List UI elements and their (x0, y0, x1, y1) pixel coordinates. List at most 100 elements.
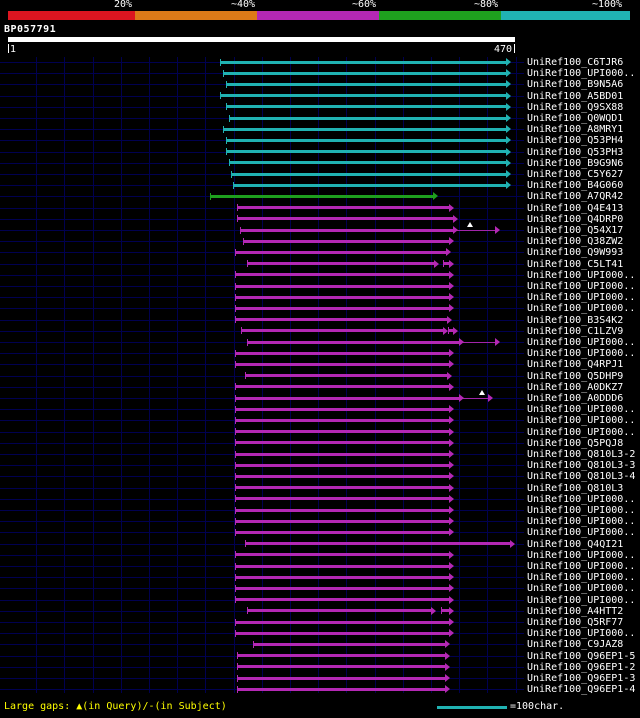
hit-label[interactable]: UniRef100_B9N5A6 (527, 79, 624, 91)
alignment-bar[interactable] (235, 430, 449, 434)
hit-label[interactable]: UniRef100_Q9W993 (527, 247, 624, 259)
hit-label[interactable]: UniRef100_Q0WQD1 (527, 113, 624, 124)
hit-label[interactable]: UniRef100_Q810L3-3 (527, 460, 636, 472)
hit-label[interactable]: UniRef100_Q54X17 (527, 225, 624, 236)
hit-label[interactable]: UniRef100_UPI000.. (527, 404, 636, 416)
alignment-bar[interactable] (235, 530, 449, 534)
alignment-bar[interactable] (233, 183, 506, 187)
alignment-bar[interactable] (210, 194, 433, 198)
alignment-bar[interactable] (226, 82, 506, 86)
alignment-bar[interactable] (235, 575, 449, 579)
hit-label[interactable]: UniRef100_A0DDD6 (527, 393, 624, 404)
alignment-bar[interactable] (235, 284, 449, 288)
hit-label[interactable]: UniRef100_B3S4K2 (527, 314, 624, 326)
hit-label[interactable]: UniRef100_Q5DHP9 (527, 370, 624, 382)
hit-label[interactable]: UniRef100_UPI000.. (527, 527, 636, 539)
alignment-bar[interactable] (229, 161, 506, 165)
hit-label[interactable]: UniRef100_UPI000.. (527, 572, 636, 584)
hit-label[interactable]: UniRef100_UPI000.. (527, 516, 636, 528)
alignment-bar[interactable] (237, 217, 453, 221)
hit-label[interactable]: UniRef100_Q96EP1-3 (527, 673, 636, 684)
hit-label[interactable]: UniRef100_C1LZV9 (527, 325, 624, 337)
hit-label[interactable]: UniRef100_UPI000.. (527, 269, 636, 281)
alignment-bar[interactable] (223, 71, 506, 75)
hit-label[interactable]: UniRef100_Q4DRP0 (527, 213, 624, 225)
hit-label[interactable]: UniRef100_A0DKZ7 (527, 381, 624, 393)
hit-label[interactable]: UniRef100_UPI000.. (527, 583, 636, 595)
alignment-bar[interactable] (240, 228, 453, 232)
hit-label[interactable]: UniRef100_Q53PH3 (527, 146, 624, 158)
hit-label[interactable]: UniRef100_UPI000.. (527, 561, 636, 572)
alignment-bar[interactable] (235, 452, 449, 456)
alignment-bar[interactable] (253, 642, 445, 646)
hit-label[interactable]: UniRef100_Q810L3-4 (527, 471, 636, 483)
hit-label[interactable]: UniRef100_UPI000.. (527, 493, 636, 505)
alignment-bar[interactable] (235, 486, 449, 490)
alignment-bar[interactable] (235, 474, 449, 478)
hit-label[interactable]: UniRef100_A5BD01 (527, 90, 624, 102)
hit-label[interactable]: UniRef100_Q4QI21 (527, 538, 624, 550)
hit-label[interactable]: UniRef100_UPI000.. (527, 594, 636, 606)
alignment-bar[interactable] (237, 676, 445, 680)
alignment-bar[interactable] (235, 620, 449, 624)
alignment-bar[interactable] (235, 631, 449, 635)
hit-label[interactable]: UniRef100_C5LT41 (527, 258, 624, 270)
alignment-bar[interactable] (241, 329, 443, 333)
hit-label[interactable]: UniRef100_UPI000.. (527, 426, 636, 438)
alignment-bar[interactable] (220, 94, 506, 98)
alignment-bar[interactable] (235, 273, 449, 277)
alignment-bar[interactable] (235, 295, 449, 299)
hit-label[interactable]: UniRef100_Q4RPJ1 (527, 359, 624, 371)
hit-label[interactable]: UniRef100_Q53PH4 (527, 135, 624, 147)
alignment-bar[interactable] (229, 116, 506, 120)
alignment-bar[interactable] (235, 519, 449, 523)
hit-label[interactable]: UniRef100_B4G060 (527, 180, 624, 192)
alignment-bar[interactable] (235, 564, 449, 568)
alignment-bar[interactable] (235, 351, 449, 355)
alignment-bar[interactable] (235, 508, 449, 512)
alignment-bar[interactable] (243, 239, 449, 243)
alignment-bar[interactable] (235, 553, 449, 557)
alignment-bar[interactable] (237, 654, 445, 658)
alignment-bar[interactable] (235, 598, 449, 602)
alignment-bar[interactable] (235, 250, 446, 254)
alignment-bar[interactable] (235, 362, 449, 366)
hit-label[interactable]: UniRef100_UPI000.. (527, 281, 636, 292)
hit-label[interactable]: UniRef100_A8MRY1 (527, 124, 624, 136)
hit-label[interactable]: UniRef100_Q810L3-2 (527, 449, 636, 460)
alignment-bar[interactable] (223, 127, 506, 131)
alignment-bar[interactable] (245, 542, 510, 546)
alignment-bar[interactable] (237, 665, 445, 669)
alignment-bar[interactable] (237, 206, 449, 210)
alignment-bar[interactable] (226, 150, 506, 154)
alignment-bar[interactable] (231, 172, 506, 176)
alignment-bar[interactable] (226, 138, 506, 142)
alignment-bar[interactable] (448, 329, 453, 333)
hit-label[interactable]: UniRef100_C5Y627 (527, 169, 624, 180)
alignment-bar[interactable] (247, 262, 434, 266)
hit-label[interactable]: UniRef100_UPI000.. (527, 68, 636, 80)
alignment-bar[interactable] (235, 385, 449, 389)
alignment-bar[interactable] (235, 418, 449, 422)
hit-label[interactable]: UniRef100_UPI000.. (527, 505, 636, 516)
hit-label[interactable]: UniRef100_Q38ZW2 (527, 236, 624, 248)
alignment-bar[interactable] (247, 609, 431, 613)
hit-label[interactable]: UniRef100_Q5RF77 (527, 617, 624, 628)
hit-label[interactable]: UniRef100_Q96EP1-2 (527, 661, 636, 673)
hit-label[interactable]: UniRef100_Q4E413 (527, 202, 624, 214)
alignment-bar[interactable] (226, 105, 506, 109)
hit-label[interactable]: UniRef100_Q810L3 (527, 482, 624, 494)
hit-label[interactable]: UniRef100_C6TJR6 (527, 57, 624, 68)
alignment-bar[interactable] (235, 463, 449, 467)
hit-label[interactable]: UniRef100_UPI000.. (527, 303, 636, 315)
alignment-bar[interactable] (235, 396, 459, 400)
hit-label[interactable]: UniRef100_B9G9N6 (527, 157, 624, 169)
alignment-bar[interactable] (235, 306, 449, 310)
alignment-bar[interactable] (235, 586, 449, 590)
hit-label[interactable]: UniRef100_UPI000.. (527, 549, 636, 561)
alignment-bar[interactable] (235, 441, 449, 445)
hit-label[interactable]: UniRef100_Q5PQJ8 (527, 437, 624, 449)
alignment-bar[interactable] (220, 60, 506, 64)
alignment-bar[interactable] (235, 318, 447, 322)
hit-label[interactable]: UniRef100_A4HTT2 (527, 605, 624, 617)
